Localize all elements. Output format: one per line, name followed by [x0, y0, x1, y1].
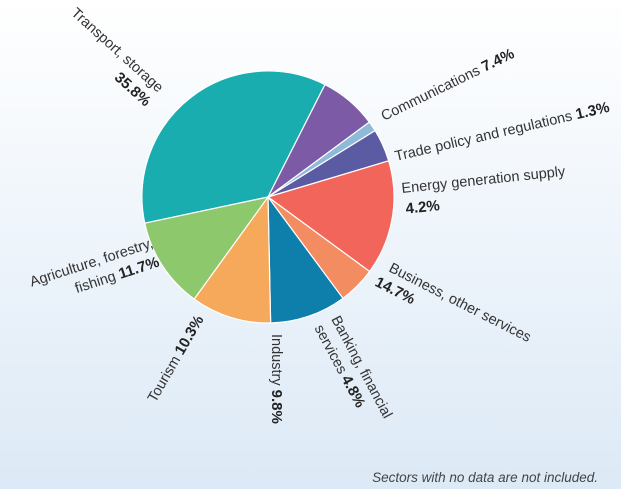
label-energy-pct: 4.2%: [405, 197, 441, 217]
pie-slices: [141, 70, 395, 324]
label-industry-pct: 9.8%: [268, 390, 285, 424]
pie-slice-tourism: [193, 196, 272, 324]
pie-slice-agriculture-forestry-fishing: [144, 196, 269, 300]
label-industry-text: Industry: [268, 334, 284, 390]
pie-slice-transport-storage: [141, 70, 326, 224]
label-industry: Industry 9.8%: [268, 334, 285, 424]
pie-slice-industry: [267, 196, 344, 324]
pie-slice-business-other-services: [267, 160, 395, 273]
footnote: Sectors with no data are not included.: [372, 470, 598, 485]
